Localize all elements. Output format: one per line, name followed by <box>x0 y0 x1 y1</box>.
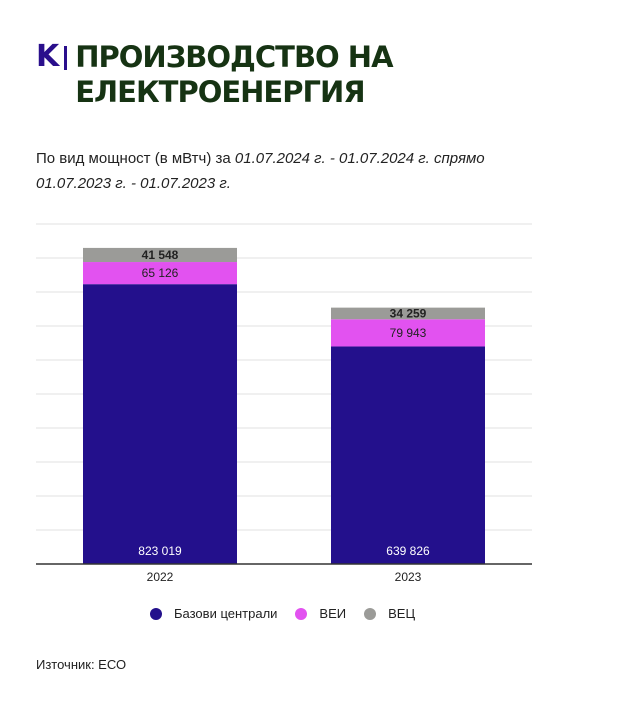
chart-title: ПРОИЗВОДСТВО НА ЕЛЕКТРОЕНЕРГИЯ <box>75 40 393 109</box>
legend-item-vec[interactable]: ВЕЦ <box>364 606 415 621</box>
data-label: 65 126 <box>142 266 179 280</box>
data-label: 823 019 <box>138 544 182 558</box>
bar-segment-2023-vei <box>331 319 485 347</box>
legend-item-vei[interactable]: ВЕИ <box>295 606 346 621</box>
bar-segment-2022-vec <box>83 247 237 263</box>
chart-subtitle: По вид мощност (в мВтч) за 01.07.2024 г.… <box>36 146 556 196</box>
legend-label-vei: ВЕИ <box>319 606 347 621</box>
logo-bar <box>64 46 68 70</box>
x-tick-label: 2023 <box>395 570 422 584</box>
data-label: 41 548 <box>142 248 179 262</box>
legend-item-base[interactable]: Базови централи <box>150 606 277 621</box>
bar-segment-2023-base <box>331 346 485 564</box>
stacked-bar-chart: 823 019 65 126 41 548 2022 639 826 79 943 34 2… <box>36 223 532 584</box>
legend-swatch-vec <box>364 607 377 620</box>
logo-letter: K <box>36 39 60 74</box>
brand-logo[interactable]: K <box>36 39 68 74</box>
source-note: Източник: ЕСО <box>36 657 127 672</box>
bar-segment-2022-vei <box>83 262 237 285</box>
legend-swatch-base <box>150 607 162 620</box>
header: K ПРОИЗВОДСТВО НА ЕЛЕКТРОЕНЕРГИЯ <box>36 40 435 110</box>
bar-segment-2023-vec <box>331 307 485 320</box>
x-tick-label: 2022 <box>147 570 174 584</box>
legend: Базови централи ВЕИ ВЕЦ <box>150 606 433 621</box>
legend-label-base: Базови централи <box>174 606 278 621</box>
subtitle-period: 01.07.2024 г. - 01.07.2024 г. спрямо 01.… <box>36 150 485 192</box>
legend-label-vec: ВЕЦ <box>388 606 416 621</box>
data-label: 639 826 <box>386 544 430 558</box>
legend-swatch-vei <box>295 607 308 620</box>
data-label: 79 943 <box>390 326 427 340</box>
subtitle-prefix: По вид мощност (в мВтч) за <box>36 150 235 167</box>
data-label: 34 259 <box>390 306 427 320</box>
bar-segment-2022-base <box>83 284 237 564</box>
